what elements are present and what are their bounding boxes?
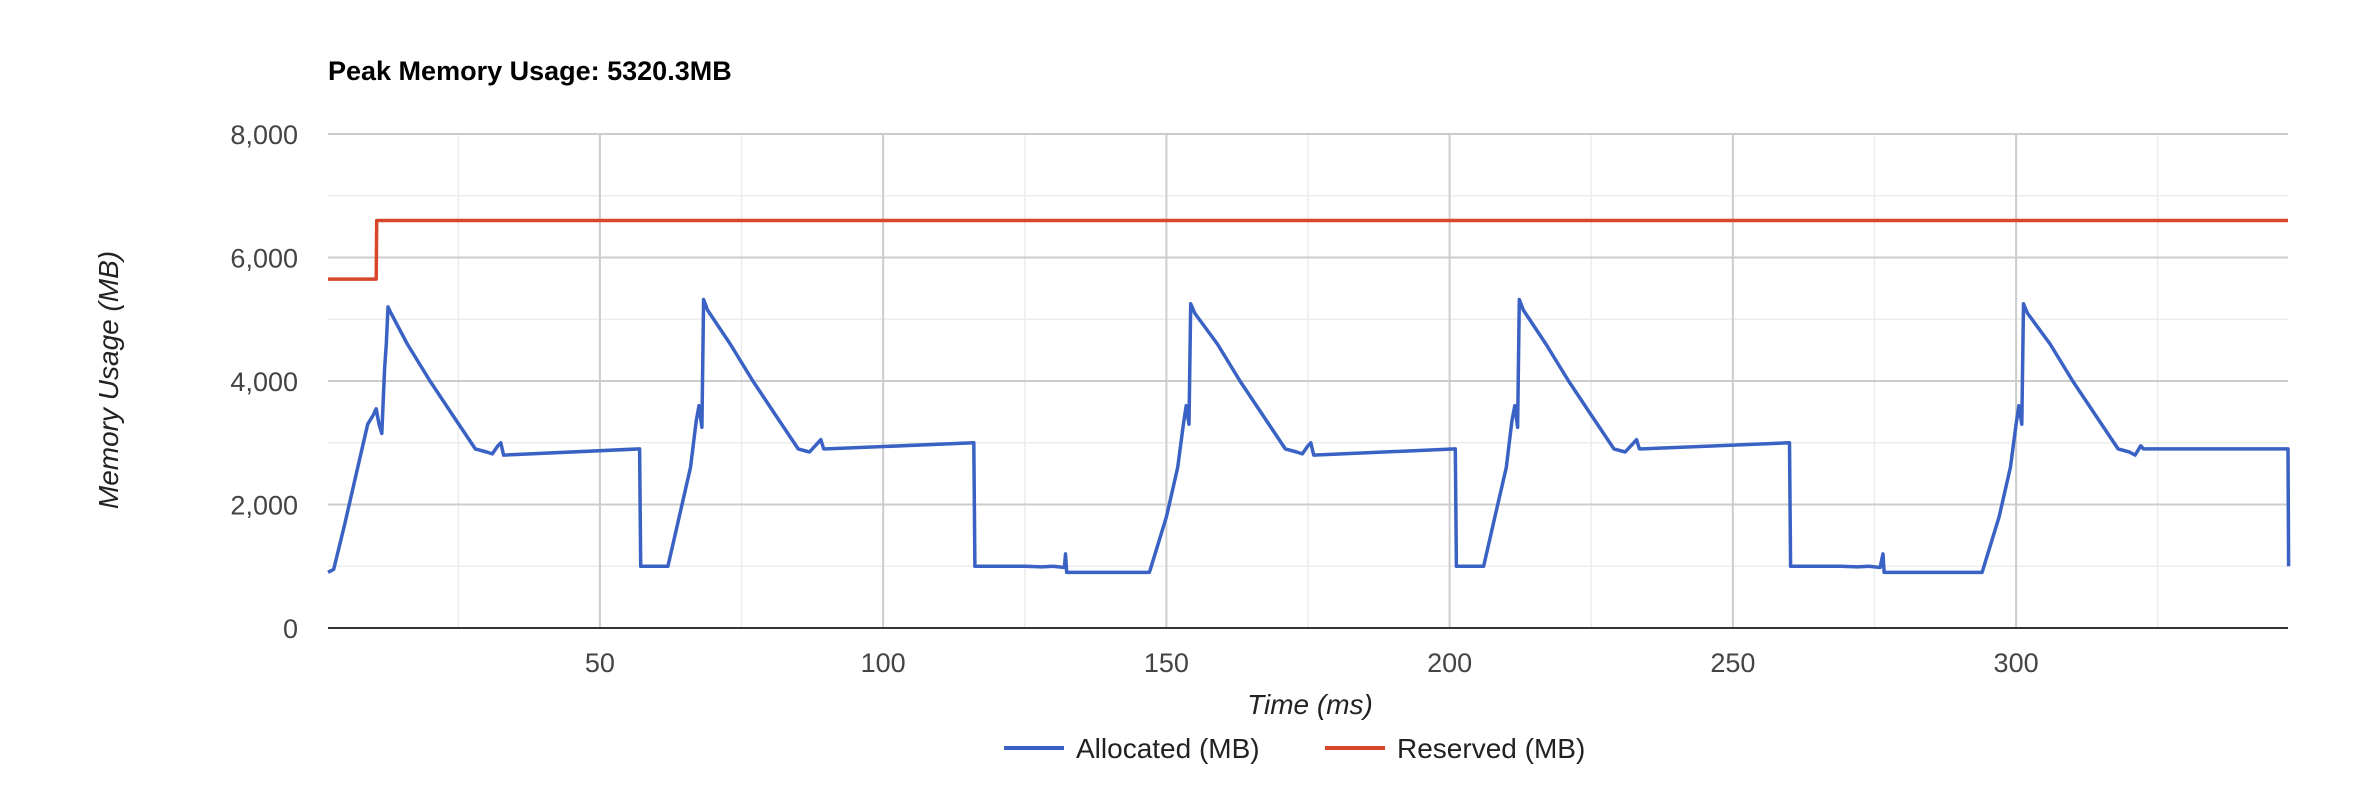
y-axis-title: Memory Usage (MB) (93, 251, 124, 509)
legend: Allocated (MB) Reserved (MB) (1004, 733, 1585, 764)
y-tick-label: 6,000 (230, 244, 298, 274)
chart-title: Peak Memory Usage: 5320.3MB (328, 56, 732, 86)
x-tick-label: 300 (1994, 648, 2039, 678)
gridlines (328, 133, 2288, 628)
y-tick-label: 4,000 (230, 367, 298, 397)
x-tick-label: 50 (585, 648, 615, 678)
x-tick-label: 100 (861, 648, 906, 678)
x-axis-title: Time (ms) (1247, 689, 1373, 720)
y-tick-label: 2,000 (230, 491, 298, 521)
tick-labels: 50 100 150 200 250 300 0 2,000 4,000 6,000 8,000 (230, 120, 2038, 678)
legend-label: Allocated (MB) (1076, 733, 1260, 764)
y-tick-label: 8,000 (230, 120, 298, 150)
x-tick-label: 250 (1710, 648, 1755, 678)
series-line-reserved (328, 218, 2288, 281)
y-tick-label: 0 (283, 614, 298, 644)
x-tick-label: 200 (1427, 648, 1472, 678)
legend-label: Reserved (MB) (1397, 733, 1585, 764)
x-tick-label: 150 (1144, 648, 1189, 678)
series-lines (327, 218, 2291, 575)
series-line-allocated (327, 297, 2291, 575)
